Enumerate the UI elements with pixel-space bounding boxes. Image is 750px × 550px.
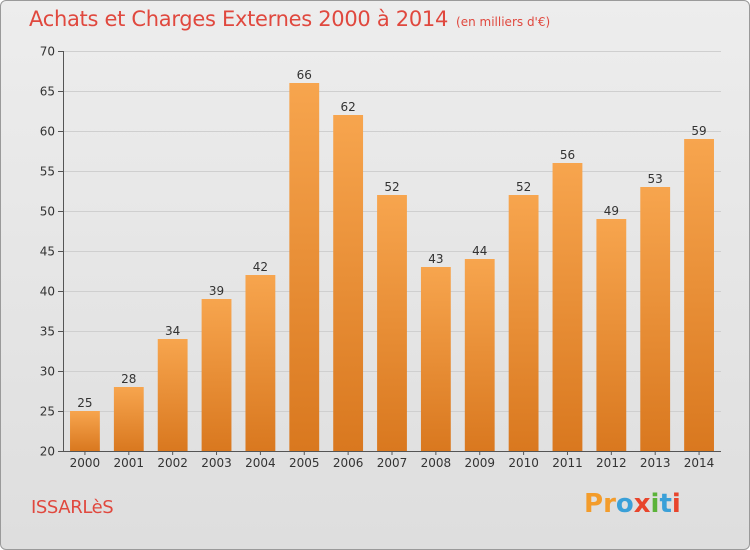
bar [640, 187, 671, 451]
bar-value-label: 39 [209, 284, 224, 298]
labels: 20 25 30 35 40 45 50 55 60 65 70 25 2000 28 2001 34 2002… [40, 45, 715, 471]
bar [552, 163, 583, 451]
bar [245, 275, 276, 451]
y-tick-label: 40 [40, 285, 55, 299]
x-tick-label: 2012 [596, 456, 627, 470]
y-tick-label: 55 [40, 165, 55, 179]
bar [420, 267, 451, 451]
x-tick-label: 2004 [245, 456, 276, 470]
y-tick-label: 50 [40, 205, 55, 219]
x-tick-label: 2002 [157, 456, 188, 470]
x-tick-label: 2000 [70, 456, 101, 470]
bar-value-label: 56 [560, 148, 575, 162]
chart-title-text: Achats et Charges Externes 2000 à 2014 [29, 7, 449, 31]
bar [684, 139, 714, 451]
x-tick-label: 2014 [684, 456, 715, 470]
y-tick-label: 25 [40, 405, 55, 419]
x-tick-label: 2001 [114, 456, 145, 470]
y-tick-label: 30 [40, 365, 55, 379]
bar-value-label: 52 [516, 180, 531, 194]
x-tick-label: 2007 [377, 456, 408, 470]
bar [201, 299, 232, 451]
bar-value-label: 43 [428, 252, 443, 266]
bar [464, 259, 495, 451]
bar [508, 195, 539, 451]
y-tick-label: 35 [40, 325, 55, 339]
x-tick-label: 2003 [201, 456, 232, 470]
bar-value-label: 44 [472, 244, 487, 258]
bars [70, 83, 714, 451]
x-tick-label: 2009 [464, 456, 495, 470]
bar-value-label: 52 [384, 180, 399, 194]
commune-name: ISSARLèS [31, 497, 114, 518]
y-tick-label: 45 [40, 245, 55, 259]
y-tick-label: 70 [40, 45, 55, 59]
bar [596, 219, 627, 451]
logo-letter: i [671, 489, 681, 519]
y-tick-label: 20 [40, 445, 55, 459]
bar-value-label: 34 [165, 324, 180, 338]
bar-value-label: 66 [297, 68, 312, 82]
x-tick-label: 2005 [289, 456, 320, 470]
axes [58, 51, 721, 455]
bar [113, 387, 144, 451]
logo-letter: t [659, 489, 672, 519]
bar-value-label: 25 [77, 396, 92, 410]
bar-value-label: 42 [253, 260, 268, 274]
proxiti-logo: Proxiti [584, 489, 681, 519]
logo-letter: i [650, 489, 660, 519]
chart-title: Achats et Charges Externes 2000 à 2014 (e… [29, 7, 550, 31]
bar-value-label: 59 [691, 124, 706, 138]
bar-value-label: 53 [648, 172, 663, 186]
logo-letter: P [584, 489, 604, 519]
bar-value-label: 28 [121, 372, 136, 386]
x-tick-label: 2006 [333, 456, 364, 470]
x-tick-label: 2013 [640, 456, 671, 470]
x-tick-label: 2010 [508, 456, 539, 470]
logo-letter: x [633, 489, 651, 519]
bar [333, 115, 364, 451]
y-tick-label: 65 [40, 85, 55, 99]
chart-subtitle: (en milliers d'€) [456, 15, 551, 29]
bar [157, 339, 188, 451]
y-tick-label: 60 [40, 125, 55, 139]
x-tick-label: 2011 [552, 456, 583, 470]
bar [289, 83, 320, 451]
bar-value-label: 49 [604, 204, 619, 218]
logo-letter: o [615, 489, 634, 519]
bar [377, 195, 407, 451]
bar-value-label: 62 [340, 100, 355, 114]
logo-letter: r [603, 489, 616, 519]
bar [70, 411, 100, 451]
x-tick-label: 2008 [421, 456, 452, 470]
